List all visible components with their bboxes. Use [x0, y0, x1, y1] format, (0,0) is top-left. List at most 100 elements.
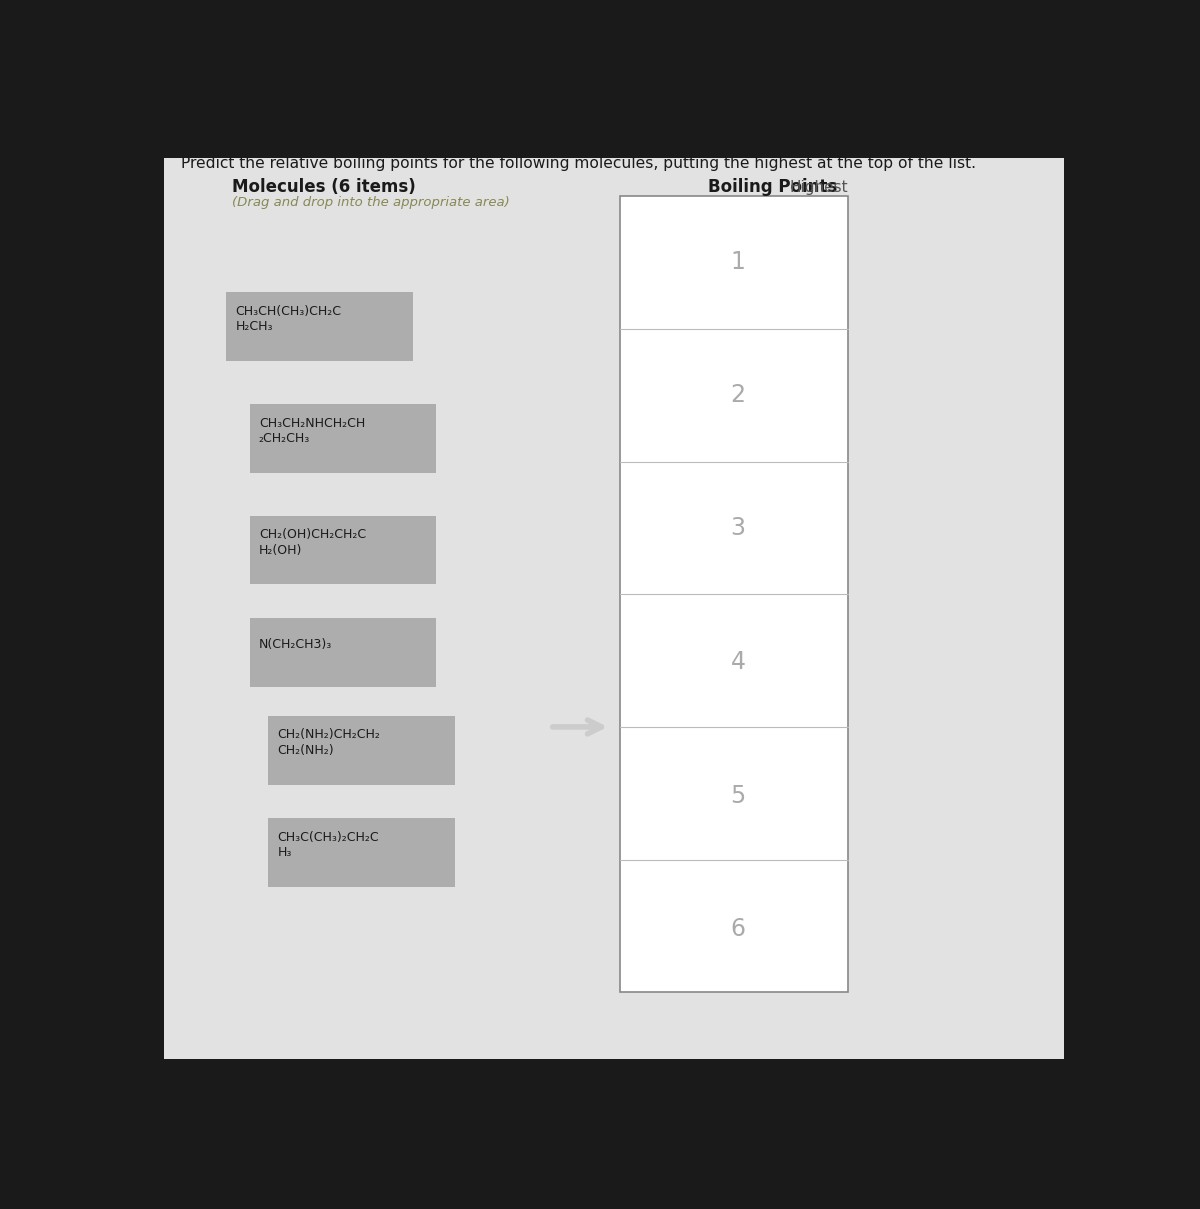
Polygon shape [505, 0, 820, 99]
Polygon shape [229, 0, 820, 99]
Polygon shape [0, 0, 820, 99]
Polygon shape [0, 0, 820, 99]
Polygon shape [820, 0, 1200, 99]
Polygon shape [0, 0, 820, 99]
Polygon shape [458, 0, 820, 99]
Text: 1: 1 [731, 249, 745, 273]
Polygon shape [366, 0, 820, 99]
Polygon shape [0, 0, 820, 99]
Polygon shape [0, 0, 820, 99]
FancyBboxPatch shape [164, 158, 1064, 1059]
Polygon shape [0, 0, 820, 99]
Text: 5: 5 [731, 783, 745, 808]
Polygon shape [820, 0, 1200, 99]
Polygon shape [0, 0, 820, 99]
FancyBboxPatch shape [268, 716, 455, 785]
Polygon shape [0, 0, 820, 99]
Polygon shape [0, 0, 820, 99]
Polygon shape [320, 0, 820, 99]
Polygon shape [742, 0, 847, 99]
Polygon shape [820, 0, 1130, 99]
Polygon shape [0, 0, 820, 99]
Polygon shape [0, 0, 820, 99]
Polygon shape [820, 0, 1200, 99]
Text: CH₂(OH)CH₂CH₂C
H₂(OH): CH₂(OH)CH₂CH₂C H₂(OH) [259, 528, 366, 557]
Polygon shape [0, 0, 820, 99]
Polygon shape [0, 0, 820, 99]
Polygon shape [788, 0, 894, 99]
Polygon shape [10, 0, 820, 99]
Text: N(CH₂CH3)₃: N(CH₂CH3)₃ [259, 638, 332, 652]
Polygon shape [0, 0, 820, 99]
FancyBboxPatch shape [227, 293, 413, 361]
Polygon shape [0, 0, 820, 99]
Polygon shape [0, 0, 820, 99]
Polygon shape [275, 0, 820, 99]
Polygon shape [0, 0, 820, 99]
Polygon shape [0, 0, 820, 99]
FancyBboxPatch shape [619, 196, 847, 993]
Text: 6: 6 [731, 916, 745, 941]
Polygon shape [96, 0, 820, 99]
Text: CH₃CH(CH₃)CH₂C
H₂CH₃: CH₃CH(CH₃)CH₂C H₂CH₃ [235, 305, 342, 334]
Text: (Drag and drop into the appropriate area): (Drag and drop into the appropriate area… [232, 196, 510, 209]
Polygon shape [0, 0, 820, 99]
Polygon shape [0, 0, 820, 99]
Polygon shape [820, 0, 989, 99]
Polygon shape [820, 0, 1084, 99]
Polygon shape [820, 0, 1200, 99]
Polygon shape [185, 0, 820, 99]
Polygon shape [820, 0, 1200, 99]
Polygon shape [140, 0, 820, 99]
Polygon shape [0, 0, 820, 99]
Polygon shape [0, 0, 820, 99]
FancyBboxPatch shape [250, 515, 437, 584]
Text: Boiling Points: Boiling Points [708, 178, 838, 196]
Polygon shape [820, 0, 1200, 99]
Polygon shape [0, 0, 820, 99]
Polygon shape [820, 0, 1200, 99]
Polygon shape [0, 0, 820, 99]
FancyBboxPatch shape [268, 818, 455, 887]
Polygon shape [0, 0, 820, 99]
Polygon shape [0, 0, 820, 99]
Polygon shape [0, 0, 820, 99]
Polygon shape [820, 0, 1200, 99]
FancyBboxPatch shape [250, 404, 437, 473]
Polygon shape [820, 0, 942, 99]
Polygon shape [820, 0, 1200, 99]
Text: CH₃CH₂NHCH₂CH
₂CH₂CH₃: CH₃CH₂NHCH₂CH ₂CH₂CH₃ [259, 417, 365, 445]
Polygon shape [0, 0, 820, 99]
Polygon shape [0, 0, 820, 99]
Polygon shape [0, 0, 820, 99]
Polygon shape [0, 0, 820, 99]
Polygon shape [820, 0, 1200, 99]
Text: Highest: Highest [790, 180, 848, 196]
Polygon shape [0, 0, 820, 99]
Polygon shape [0, 0, 820, 99]
Polygon shape [820, 0, 1036, 99]
Text: 2: 2 [731, 383, 745, 407]
Text: Molecules (6 items): Molecules (6 items) [232, 178, 415, 196]
Polygon shape [820, 0, 1177, 99]
Text: CH₂(NH₂)CH₂CH₂
CH₂(NH₂): CH₂(NH₂)CH₂CH₂ CH₂(NH₂) [277, 729, 380, 757]
Polygon shape [0, 0, 820, 99]
Polygon shape [0, 0, 820, 99]
Polygon shape [413, 0, 820, 99]
Polygon shape [0, 0, 820, 99]
Polygon shape [53, 0, 820, 99]
Polygon shape [0, 0, 820, 99]
Polygon shape [0, 0, 820, 99]
Polygon shape [600, 0, 820, 99]
Polygon shape [0, 0, 820, 99]
Polygon shape [552, 0, 820, 99]
Polygon shape [0, 0, 820, 99]
Polygon shape [0, 0, 820, 99]
Polygon shape [0, 0, 820, 99]
Text: 3: 3 [731, 516, 745, 540]
Polygon shape [647, 0, 820, 99]
FancyBboxPatch shape [250, 618, 437, 687]
Polygon shape [820, 0, 1200, 99]
Polygon shape [694, 0, 820, 99]
Polygon shape [820, 0, 1200, 99]
